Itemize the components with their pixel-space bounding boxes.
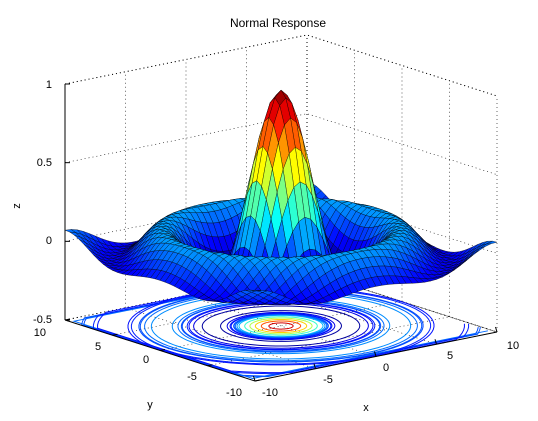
x-tick-mark-2 — [374, 351, 377, 357]
z-tick-label-0.5: 0.5 — [37, 157, 52, 169]
z-tick-label-1: 1 — [46, 79, 52, 91]
contour-line-30 — [188, 302, 374, 350]
contour-line-29 — [229, 312, 333, 340]
contour-line-21 — [233, 313, 329, 339]
y-tick-label-neg5: -5 — [187, 371, 197, 383]
x-tick-label-10: 10 — [507, 340, 519, 352]
x-tick-mark-4 — [495, 326, 498, 333]
z-tick-label-0: 0 — [46, 235, 52, 247]
y-tick-mark-1 — [207, 364, 213, 367]
y-tick-mark-0 — [254, 379, 261, 382]
grid-wall-z-3 — [64, 34, 498, 97]
box-top-back-edge — [64, 34, 498, 97]
contour-line-2 — [254, 318, 308, 334]
contour-line-13 — [201, 305, 361, 347]
y-tick-label-0: 0 — [143, 354, 149, 366]
y-tick-label-10: 10 — [34, 327, 46, 339]
z-axis-label: z — [11, 203, 23, 209]
contour-line-3 — [249, 317, 313, 335]
chart-title: Normal Response — [230, 16, 326, 30]
axes-front-lines — [64, 83, 498, 382]
x-axis-label: x — [363, 402, 369, 414]
y-tick-mark-4 — [64, 318, 71, 321]
contour-line-18 — [177, 299, 385, 353]
contour-line-0 — [268, 322, 294, 330]
contour-line-15 — [171, 297, 391, 355]
contour-line-5 — [238, 314, 324, 338]
y-axis-label: y — [147, 399, 153, 411]
x-tick-mark-0 — [253, 375, 256, 382]
surface-face-0-0 — [250, 289, 262, 292]
x-tick-label-0: 0 — [383, 362, 389, 374]
y-tick-label-neg10: -10 — [226, 387, 242, 399]
x-tick-label-neg10: -10 — [262, 387, 278, 399]
y-tick-label-5: 5 — [95, 341, 101, 353]
contour-line-4 — [244, 316, 318, 336]
contour-line-12 — [220, 310, 342, 342]
y-tick-mark-3 — [112, 333, 118, 336]
contour-line-10 — [226, 311, 336, 341]
x-tick-label-5: 5 — [447, 350, 453, 362]
x-tick-mark-1 — [313, 363, 316, 369]
z-tick-label-neg0.5: -0.5 — [33, 314, 52, 326]
contour-line-1 — [260, 320, 302, 332]
x-tick-mark-3 — [434, 339, 437, 345]
x-tick-label-neg5: -5 — [323, 374, 333, 386]
surface-mesh — [64, 89, 498, 305]
y-tick-mark-2 — [159, 349, 166, 351]
